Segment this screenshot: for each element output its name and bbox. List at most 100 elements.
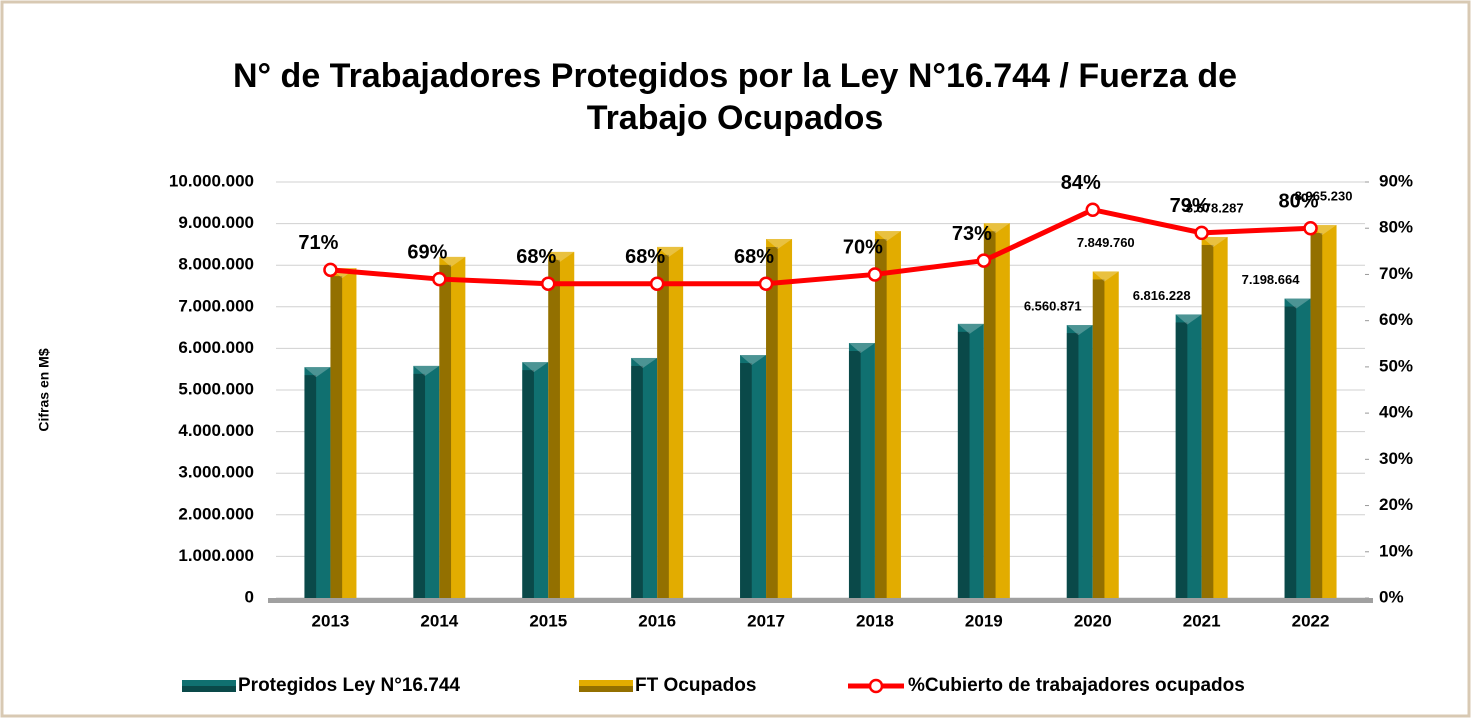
legend-swatch [182, 680, 236, 692]
data-label: 7.198.664 [1242, 272, 1301, 287]
bar-shade [1066, 333, 1079, 598]
bar [330, 268, 357, 598]
bar-cap [1175, 314, 1202, 325]
bar-shade [1175, 322, 1188, 598]
bar [631, 357, 658, 598]
bar-shade [439, 264, 452, 598]
bar-cap [548, 251, 575, 262]
bar-shade [957, 331, 970, 598]
chart-title: N° de Trabajadores Protegidos por la Ley… [233, 57, 1237, 95]
bar [548, 251, 575, 598]
bar-cap [1201, 236, 1228, 247]
y-tick-label: 5.000.000 [178, 379, 254, 398]
x-tick-label: 2022 [1292, 611, 1330, 630]
x-tick-label: 2021 [1183, 611, 1221, 630]
y2-tick-label: 0% [1379, 587, 1404, 606]
y2-tick-label: 90% [1379, 171, 1413, 190]
legend-label: Protegidos Ley N°16.744 [238, 675, 460, 696]
data-label: 71% [298, 232, 338, 254]
data-label: 8.678.287 [1186, 200, 1244, 215]
data-label: 70% [843, 237, 883, 259]
bar [413, 365, 440, 598]
bar-shade [1092, 279, 1105, 598]
bar [1284, 298, 1311, 598]
data-label: 6.816.228 [1133, 288, 1191, 303]
bar-cap [413, 365, 440, 376]
bar-shade [522, 370, 534, 598]
bar [874, 231, 901, 598]
legend-label: %Cubierto de trabajadores ocupados [908, 675, 1245, 696]
data-label: 8.965.230 [1295, 188, 1353, 203]
bar [439, 256, 466, 598]
data-label: 68% [625, 246, 665, 268]
bar-shade [848, 350, 861, 598]
data-label: 68% [516, 246, 556, 268]
data-label: 6.560.871 [1024, 299, 1082, 314]
y-tick-label: 4.000.000 [178, 421, 254, 440]
x-axis-floor [268, 598, 1373, 603]
bar-cap [1092, 271, 1119, 282]
y-tick-label: 6.000.000 [178, 338, 254, 357]
y2-tick-label: 20% [1379, 495, 1413, 514]
line [330, 207, 1311, 287]
bar-shade [1201, 244, 1214, 598]
x-tick-label: 2014 [420, 611, 458, 630]
line-point [541, 276, 556, 291]
line-point [976, 253, 992, 268]
line-point [867, 267, 883, 282]
bar [1201, 236, 1228, 598]
y2-tick-label: 70% [1379, 264, 1413, 283]
y2-tick-label: 40% [1379, 403, 1413, 422]
y-tick-label: 3.000.000 [178, 463, 254, 482]
bar-cap [657, 246, 684, 257]
bar-shade [874, 239, 887, 598]
bar-shade [304, 375, 317, 598]
bar-shade [413, 373, 426, 598]
bar [1310, 225, 1337, 598]
y2-tick-label: 10% [1379, 541, 1413, 560]
bar-shade [1284, 306, 1297, 598]
legend-shade [579, 686, 633, 692]
bar-shade [983, 231, 996, 598]
line-point [1085, 202, 1100, 217]
bar-cap [957, 323, 984, 334]
line-point [758, 276, 774, 291]
bar-cap [874, 231, 901, 242]
bar-cap [522, 362, 549, 373]
bar [957, 323, 984, 598]
x-tick-label: 2013 [312, 611, 350, 630]
data-label: 79% [1170, 195, 1210, 217]
bar-cap [439, 256, 466, 267]
bar-cap [304, 367, 331, 378]
bar-cap [766, 238, 793, 249]
data-label: 84% [1061, 172, 1101, 194]
data-label: 69% [407, 241, 447, 263]
bar-cap [1284, 298, 1311, 309]
data-label: 7.849.760 [1077, 235, 1135, 250]
data-label: 68% [734, 246, 774, 268]
bar [304, 367, 331, 598]
bar-cap [983, 223, 1010, 234]
y-tick-label: 8.000.000 [178, 255, 254, 274]
x-tick-label: 2020 [1074, 611, 1112, 630]
bar-shade [330, 276, 343, 598]
bar-shade [766, 246, 778, 598]
bar-cap [740, 355, 767, 366]
y2-tick-label: 60% [1379, 310, 1413, 329]
chart-title: Trabajo Ocupados [587, 99, 884, 137]
y-tick-label: 7.000.000 [178, 296, 254, 315]
line-point [1194, 225, 1209, 241]
legend-shade [182, 686, 236, 692]
line-point [323, 262, 338, 278]
line-point [432, 271, 447, 287]
bar [522, 362, 549, 598]
legend-label: FT Ocupados [635, 675, 756, 696]
bar [657, 246, 684, 598]
y2-tick-label: 80% [1379, 218, 1413, 237]
bar [983, 223, 1010, 598]
bar-shade [657, 254, 669, 598]
x-tick-label: 2018 [856, 611, 894, 630]
bar-shade [548, 259, 560, 598]
legend-point [868, 678, 884, 694]
